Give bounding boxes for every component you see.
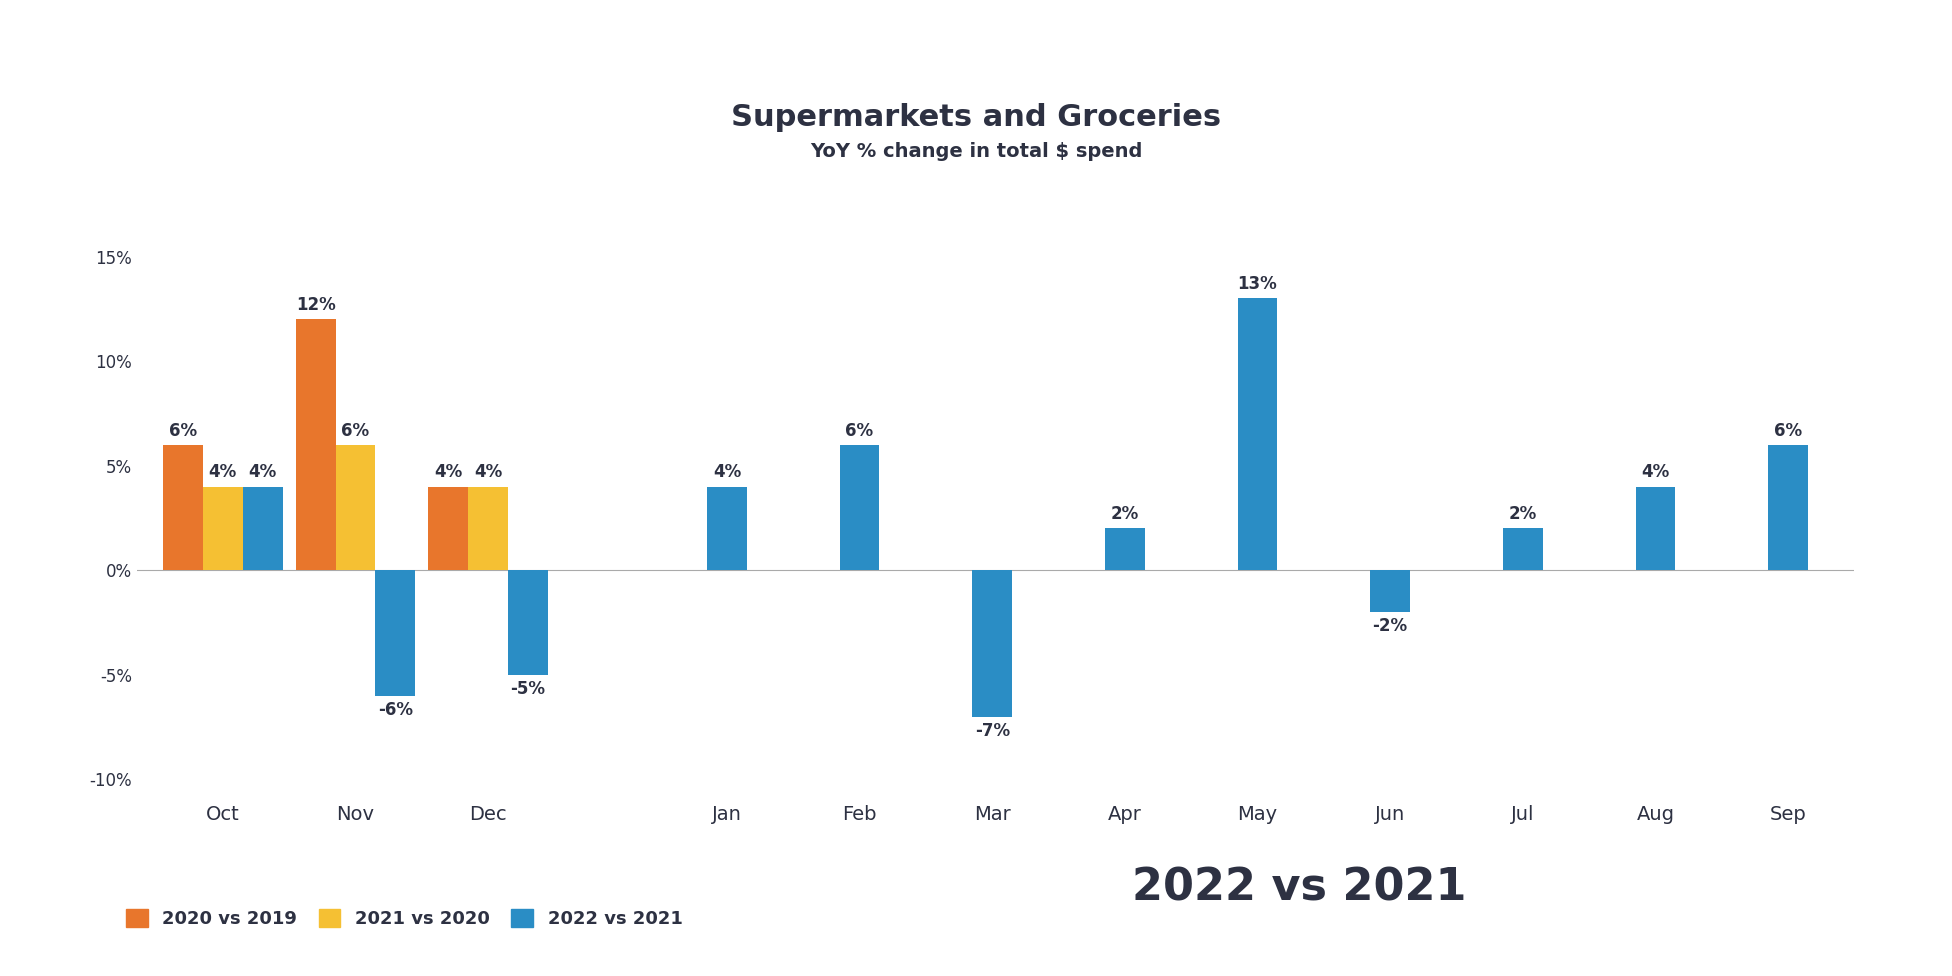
Bar [1105, 528, 1144, 570]
Bar [164, 445, 203, 570]
Bar [508, 570, 549, 674]
Text: -5%: -5% [509, 680, 545, 698]
Bar [839, 445, 880, 570]
Bar [336, 445, 375, 570]
Bar [427, 487, 468, 570]
Text: 4%: 4% [209, 464, 236, 481]
Text: 2%: 2% [1111, 506, 1138, 523]
Bar [242, 487, 283, 570]
Bar [1636, 487, 1675, 570]
Text: 6%: 6% [845, 422, 874, 439]
Legend: 2020 vs 2019, 2021 vs 2020, 2022 vs 2021: 2020 vs 2019, 2021 vs 2020, 2022 vs 2021 [127, 909, 683, 928]
Text: -2%: -2% [1372, 618, 1407, 635]
Text: 4%: 4% [1642, 464, 1669, 481]
Text: 4%: 4% [712, 464, 742, 481]
Text: 2022 vs 2021: 2022 vs 2021 [1132, 867, 1466, 910]
Text: -7%: -7% [974, 722, 1009, 740]
Bar [707, 487, 748, 570]
Text: 4%: 4% [248, 464, 277, 481]
Text: 6%: 6% [342, 422, 369, 439]
Bar [203, 487, 242, 570]
Text: 13%: 13% [1238, 275, 1277, 293]
Bar [1503, 528, 1542, 570]
Bar [1370, 570, 1409, 612]
Text: Supermarkets and Groceries: Supermarkets and Groceries [730, 102, 1222, 132]
Text: 2%: 2% [1509, 506, 1536, 523]
Text: 12%: 12% [297, 296, 336, 314]
Bar [297, 319, 336, 570]
Bar [375, 570, 416, 696]
Text: 6%: 6% [1774, 422, 1802, 439]
Text: -6%: -6% [379, 701, 412, 719]
Text: 6%: 6% [170, 422, 197, 439]
Bar [1769, 445, 1808, 570]
Text: 4%: 4% [433, 464, 463, 481]
Text: YoY % change in total $ spend: YoY % change in total $ spend [810, 142, 1142, 161]
Bar [1238, 299, 1277, 570]
Text: 4%: 4% [474, 464, 502, 481]
Bar [468, 487, 508, 570]
Bar [972, 570, 1011, 716]
